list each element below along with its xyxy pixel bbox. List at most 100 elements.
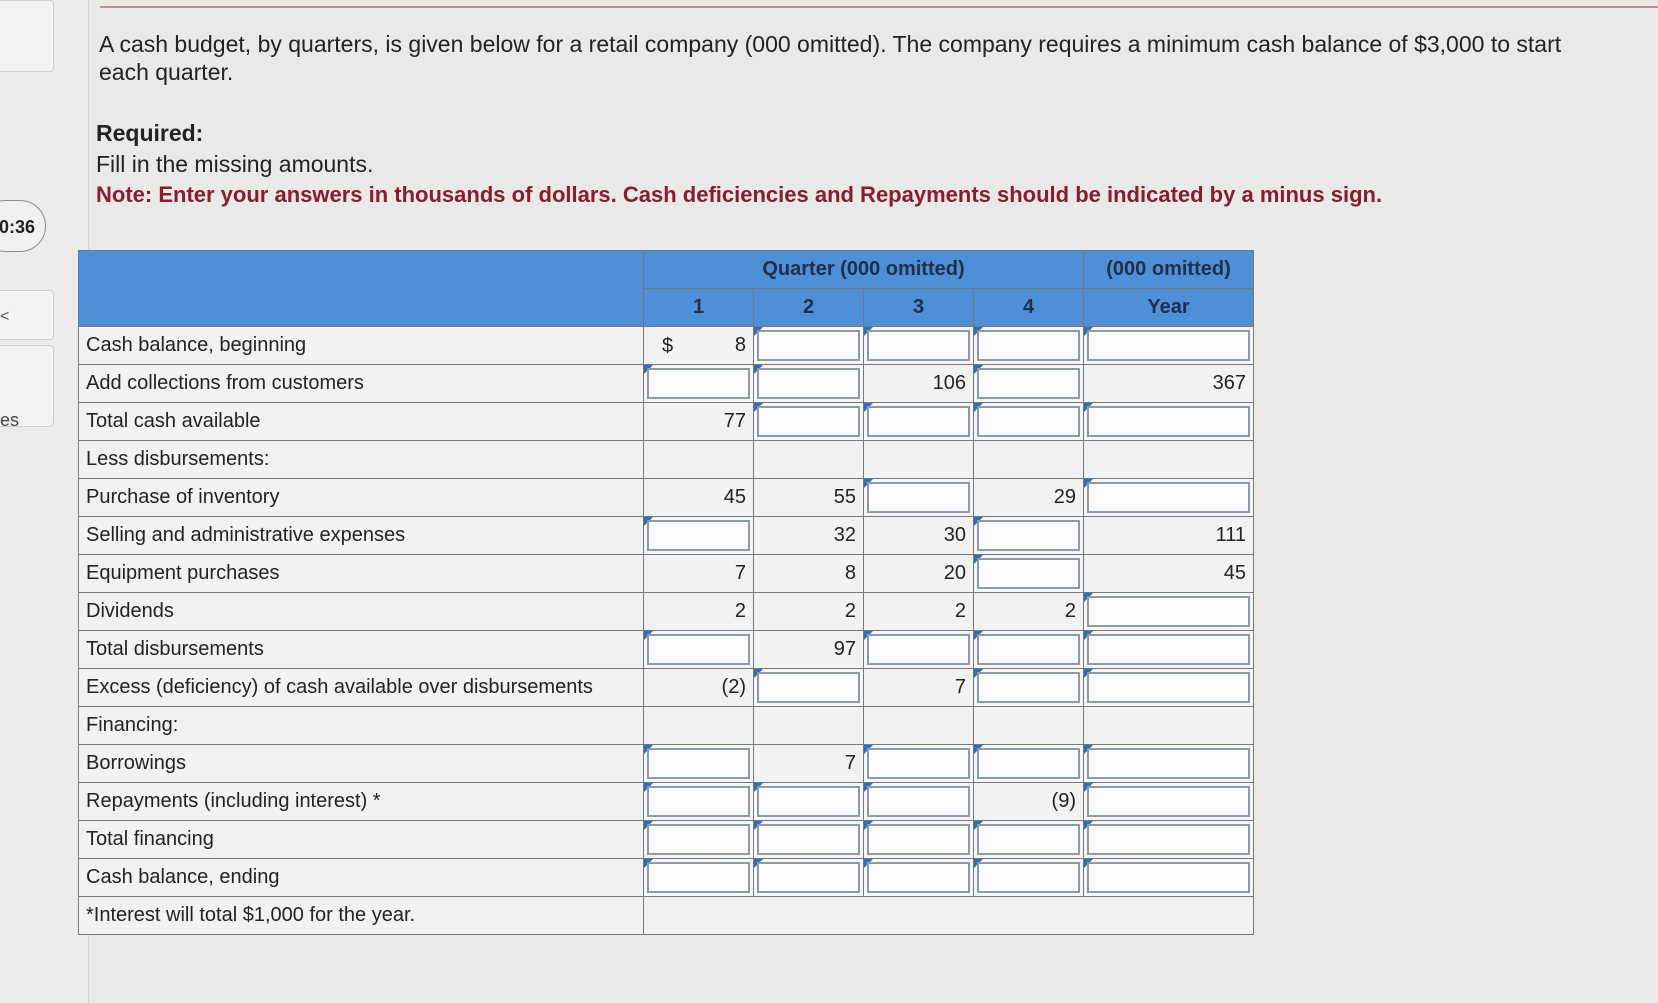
amount-input-year[interactable]: [1083, 858, 1254, 897]
amount-input-q4[interactable]: [973, 516, 1084, 555]
amount-input-box[interactable]: [867, 748, 970, 779]
amount-input-box[interactable]: [1087, 672, 1250, 703]
rail-label: es: [0, 410, 20, 430]
amount-input-box[interactable]: [867, 482, 970, 513]
amount-input-box[interactable]: [977, 862, 1080, 893]
amount-input-box[interactable]: [1087, 824, 1250, 855]
amount-value: 32: [833, 524, 856, 546]
amount-input-year[interactable]: [1083, 782, 1254, 821]
amount-input-box[interactable]: [647, 368, 750, 399]
amount-input-year[interactable]: [1083, 668, 1254, 707]
amount-input-q4[interactable]: [973, 630, 1084, 669]
amount-input-q1[interactable]: [643, 858, 754, 897]
amount-input-box[interactable]: [647, 634, 750, 665]
amount-input-year[interactable]: [1083, 630, 1254, 669]
amount-input-q3[interactable]: [863, 820, 974, 859]
amount-input-year[interactable]: [1083, 478, 1254, 517]
amount-input-box[interactable]: [757, 368, 860, 399]
empty-cell: [1083, 440, 1254, 479]
amount-input-box[interactable]: [867, 634, 970, 665]
amount-input-box[interactable]: [977, 748, 1080, 779]
amount-input-year[interactable]: [1083, 820, 1254, 859]
amount-input-box[interactable]: [1087, 406, 1250, 437]
amount-input-box[interactable]: [757, 824, 860, 855]
amount-input-box[interactable]: [977, 520, 1080, 551]
amount-input-box[interactable]: [647, 748, 750, 779]
amount-input-box[interactable]: [1087, 330, 1250, 361]
amount-input-q3[interactable]: [863, 858, 974, 897]
amount-input-q4[interactable]: [973, 744, 1084, 783]
amount-input-box[interactable]: [977, 330, 1080, 361]
timer-badge: 0:36: [0, 200, 46, 252]
amount-input-q4[interactable]: [973, 326, 1084, 365]
given-amount-q3: 106: [863, 364, 974, 403]
amount-input-q2[interactable]: [753, 668, 864, 707]
amount-input-q1[interactable]: [643, 364, 754, 403]
amount-input-box[interactable]: [977, 634, 1080, 665]
rail-panel-middle[interactable]: [0, 290, 54, 340]
amount-input-q4[interactable]: [973, 820, 1084, 859]
amount-input-q3[interactable]: [863, 782, 974, 821]
amount-input-box[interactable]: [867, 406, 970, 437]
amount-input-box[interactable]: [647, 862, 750, 893]
amount-input-q2[interactable]: [753, 858, 864, 897]
amount-input-year[interactable]: [1083, 592, 1254, 631]
amount-input-box[interactable]: [647, 786, 750, 817]
amount-input-q1[interactable]: [643, 516, 754, 555]
amount-input-box[interactable]: [1087, 862, 1250, 893]
amount-input-box[interactable]: [977, 824, 1080, 855]
rail-panel-lower[interactable]: [0, 345, 54, 427]
amount-input-box[interactable]: [867, 330, 970, 361]
amount-input-box[interactable]: [977, 368, 1080, 399]
amount-input-box[interactable]: [647, 520, 750, 551]
given-amount-q2: 97: [753, 630, 864, 669]
amount-input-q1[interactable]: [643, 744, 754, 783]
amount-input-q2[interactable]: [753, 326, 864, 365]
amount-input-box[interactable]: [757, 672, 860, 703]
amount-input-box[interactable]: [757, 786, 860, 817]
amount-input-q4[interactable]: [973, 554, 1084, 593]
amount-input-box[interactable]: [867, 862, 970, 893]
amount-input-q4[interactable]: [973, 364, 1084, 403]
table-row: Borrowings 7: [78, 744, 1254, 783]
amount-input-box[interactable]: [867, 824, 970, 855]
amount-input-q4[interactable]: [973, 402, 1084, 441]
amount-input-box[interactable]: [1087, 634, 1250, 665]
amount-input-q1[interactable]: [643, 782, 754, 821]
amount-input-q3[interactable]: [863, 744, 974, 783]
amount-input-box[interactable]: [977, 558, 1080, 589]
amount-input-box[interactable]: [977, 672, 1080, 703]
answer-note: Note: Enter your answers in thousands of…: [96, 182, 1383, 207]
amount-input-q3[interactable]: [863, 478, 974, 517]
amount-input-year[interactable]: [1083, 402, 1254, 441]
amount-input-box[interactable]: [647, 824, 750, 855]
amount-input-box[interactable]: [757, 330, 860, 361]
amount-input-q4[interactable]: [973, 668, 1084, 707]
amount-input-q4[interactable]: [973, 858, 1084, 897]
amount-input-box[interactable]: [1087, 596, 1250, 627]
amount-input-box[interactable]: [977, 406, 1080, 437]
footnote-blank: [643, 896, 1254, 935]
amount-input-q2[interactable]: [753, 364, 864, 403]
amount-input-q2[interactable]: [753, 782, 864, 821]
amount-input-year[interactable]: [1083, 744, 1254, 783]
table-body: Cash balance, beginning $8 Add collections…: [78, 326, 1254, 897]
amount-input-box[interactable]: [1087, 482, 1250, 513]
amount-input-box[interactable]: [867, 786, 970, 817]
amount-input-q3[interactable]: [863, 326, 974, 365]
amount-input-box[interactable]: [1087, 786, 1250, 817]
amount-input-q3[interactable]: [863, 630, 974, 669]
amount-input-year[interactable]: [1083, 326, 1254, 365]
amount-input-q3[interactable]: [863, 402, 974, 441]
footnote-row: *Interest will total $1,000 for the year…: [78, 896, 1254, 935]
amount-input-q1[interactable]: [643, 820, 754, 859]
header-q2: 2: [753, 288, 864, 327]
amount-input-q2[interactable]: [753, 820, 864, 859]
chevron-left-icon[interactable]: <: [0, 308, 10, 325]
rail-panel-top[interactable]: [0, 0, 54, 72]
amount-input-q2[interactable]: [753, 402, 864, 441]
amount-input-box[interactable]: [757, 862, 860, 893]
amount-input-q1[interactable]: [643, 630, 754, 669]
amount-input-box[interactable]: [1087, 748, 1250, 779]
amount-input-box[interactable]: [757, 406, 860, 437]
